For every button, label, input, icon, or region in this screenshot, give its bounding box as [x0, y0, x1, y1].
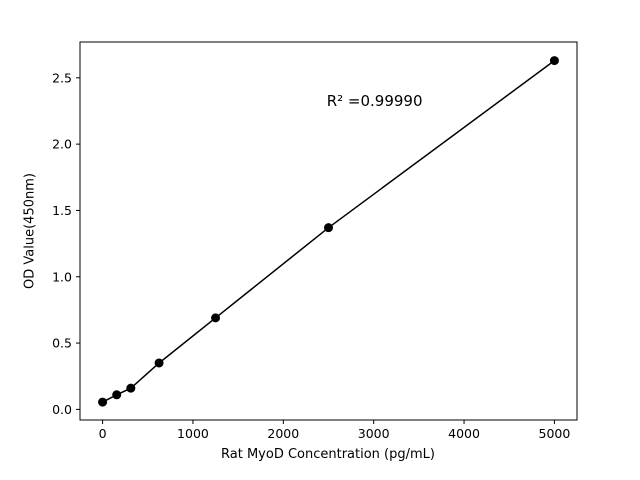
x-tick-label: 0	[99, 426, 107, 441]
y-tick-label: 1.0	[52, 269, 72, 284]
y-tick-label: 2.5	[52, 70, 72, 85]
x-tick-label: 1000	[177, 426, 209, 441]
data-point	[154, 358, 164, 368]
y-tick-label: 0.5	[52, 336, 72, 351]
data-point	[549, 56, 559, 66]
axes-frame	[79, 41, 578, 421]
data-point	[112, 390, 122, 400]
y-tick-label: 1.5	[52, 203, 72, 218]
x-tick-label: 3000	[358, 426, 390, 441]
x-axis-label: Rat MyoD Concentration (pg/mL)	[221, 447, 435, 462]
y-axis-label: OD Value(450nm)	[22, 173, 38, 289]
data-point	[126, 383, 136, 393]
y-tick-label: 2.0	[52, 137, 72, 152]
data-point	[324, 223, 333, 233]
x-tick-label: 2000	[267, 426, 299, 441]
data-point	[211, 313, 221, 323]
y-tick-label: 0.0	[52, 402, 72, 417]
x-tick-label: 5000	[539, 426, 571, 441]
x-tick-label: 4000	[448, 426, 480, 441]
r-squared-annotation: R² =0.99990	[326, 92, 423, 111]
data-point	[98, 397, 108, 407]
